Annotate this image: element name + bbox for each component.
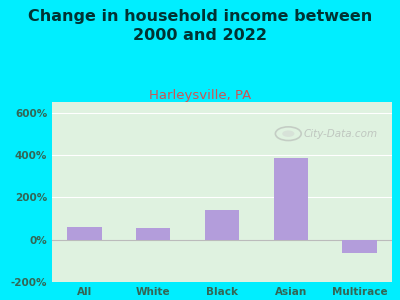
Bar [342,240,376,254]
Bar [68,227,102,240]
Bar [274,158,308,240]
Text: Change in household income between
2000 and 2022: Change in household income between 2000 … [28,9,372,43]
Bar [136,228,170,240]
Text: City-Data.com: City-Data.com [304,129,378,140]
Text: Harleysville, PA: Harleysville, PA [149,88,251,101]
Bar [205,210,239,240]
Circle shape [282,130,294,137]
